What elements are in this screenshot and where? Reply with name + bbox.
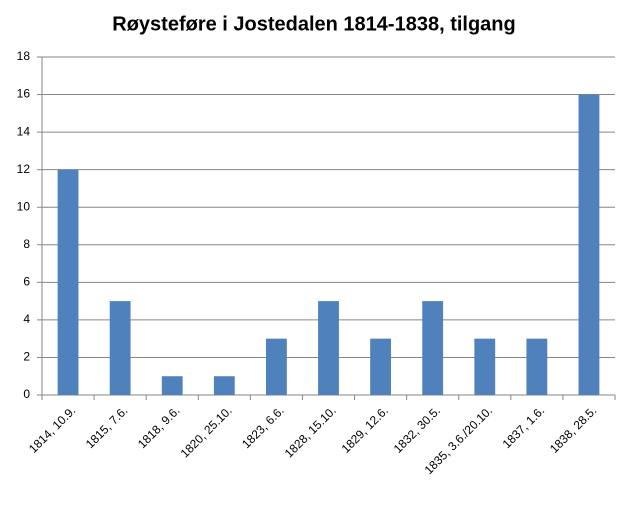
y-tick-label: 16 — [17, 87, 31, 101]
y-tick-label: 18 — [17, 49, 31, 63]
bar — [474, 338, 496, 395]
y-tick-label: 6 — [23, 275, 30, 289]
x-tick-label: 1837, 1.6. — [500, 403, 548, 451]
y-tick-label: 10 — [17, 199, 31, 213]
bar — [265, 338, 287, 395]
x-tick-label: 1818, 9.6. — [135, 403, 183, 451]
y-tick-label: 2 — [23, 350, 30, 364]
bar — [57, 169, 79, 395]
x-tick-label: 1815, 7.6. — [83, 403, 131, 451]
y-tick-label: 0 — [23, 387, 30, 401]
bar — [213, 376, 235, 395]
bar — [161, 376, 183, 395]
bar — [318, 301, 339, 395]
y-tick-label: 8 — [23, 237, 30, 251]
x-tick-label: 1828, 15.10. — [282, 403, 339, 460]
x-tick-label: 1823, 6.6. — [239, 403, 287, 451]
bar — [422, 301, 444, 395]
y-tick-label: 4 — [23, 312, 30, 326]
x-tick-label: 1820, 25.10. — [178, 403, 235, 460]
x-tick-label: 1814, 10.9. — [26, 403, 78, 455]
bar — [526, 338, 548, 395]
x-tick-label: 1832, 30.5. — [391, 403, 443, 455]
chart-title: Røysteføre i Jostedalen 1814-1838, tilga… — [112, 13, 516, 35]
y-tick-label: 12 — [17, 162, 31, 176]
bar — [578, 94, 600, 396]
y-tick-label: 14 — [17, 124, 31, 138]
bar — [109, 301, 131, 395]
x-tick-label: 1838, 28.5. — [547, 403, 599, 455]
x-tick-label: 1829, 12.6. — [339, 403, 391, 455]
bar — [370, 338, 392, 395]
